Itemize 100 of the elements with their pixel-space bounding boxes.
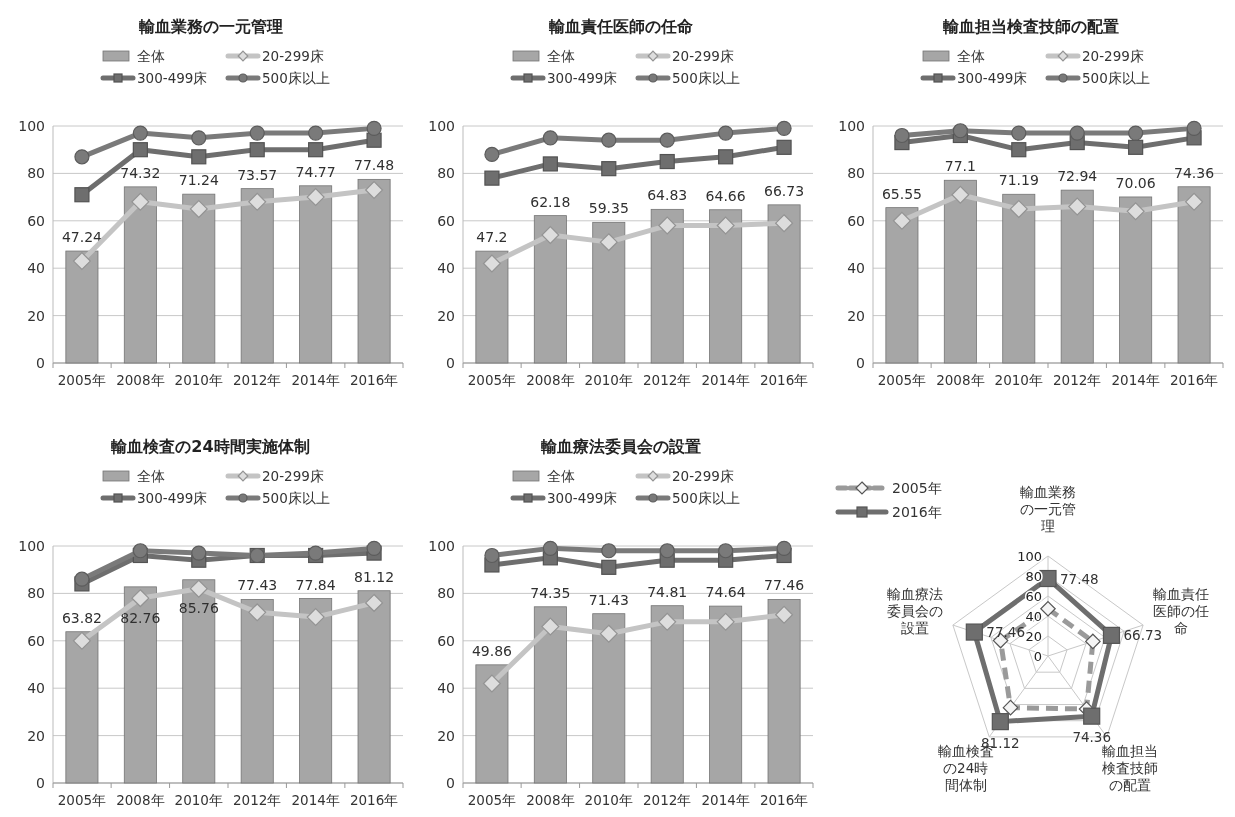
- data-label: 70.06: [1115, 174, 1156, 191]
- point: [366, 120, 382, 136]
- y-tick-label: 100: [18, 538, 45, 554]
- y-tick-label: 20: [437, 727, 455, 744]
- y-tick-label: 40: [437, 260, 455, 277]
- y-tick-label: 100: [838, 118, 865, 134]
- y-tick-label: 20: [847, 307, 865, 324]
- y-tick-label: 100: [428, 118, 455, 134]
- point: [74, 149, 90, 165]
- point: [659, 543, 675, 559]
- x-tick-label: 2014年: [1111, 372, 1160, 388]
- chart-title: 輸血検査の24時間実施体制: [110, 437, 310, 456]
- point: [365, 593, 384, 612]
- x-tick-label: 2010年: [994, 372, 1043, 388]
- x-tick-label: 2016年: [349, 372, 399, 388]
- point: [659, 132, 675, 148]
- bar: [943, 179, 977, 364]
- point: [308, 125, 324, 141]
- point: [601, 161, 617, 177]
- point: [659, 153, 675, 170]
- point: [951, 185, 970, 204]
- bar: [709, 209, 743, 364]
- chart-title: 輸血療法委員会の設置: [539, 437, 701, 456]
- point: [718, 543, 734, 559]
- y-tick-label: 40: [1025, 609, 1042, 624]
- bar: [357, 590, 391, 784]
- point: [1069, 125, 1085, 141]
- point: [892, 211, 911, 230]
- bar: [240, 599, 274, 784]
- point: [601, 543, 617, 559]
- point: [541, 617, 560, 636]
- data-label: 71.43: [588, 591, 629, 608]
- bar: [650, 605, 684, 784]
- y-tick-label: 0: [446, 775, 455, 791]
- legend-label: 20-299床: [1082, 48, 1144, 64]
- point: [776, 139, 792, 155]
- y-tick-label: 0: [36, 775, 45, 791]
- bar: [475, 664, 509, 784]
- point: [718, 125, 734, 141]
- point: [542, 130, 558, 146]
- x-tick-label: 2012年: [233, 792, 282, 808]
- data-label: 64.66: [705, 187, 746, 204]
- point: [776, 540, 792, 556]
- data-label: 64.83: [647, 187, 688, 204]
- point: [191, 130, 207, 146]
- bar: [533, 215, 567, 364]
- point: [718, 149, 734, 165]
- point: [248, 603, 267, 622]
- data-label: 71.24: [178, 172, 219, 189]
- legend-label: 全体: [137, 468, 165, 484]
- y-tick-label: 60: [1025, 589, 1042, 604]
- spoke-label: 輸血療法委員会の設置: [886, 586, 943, 637]
- point: [189, 579, 208, 598]
- data-label: 77.1: [944, 158, 976, 175]
- x-tick-label: 2014年: [291, 792, 340, 808]
- point: [484, 547, 500, 564]
- x-tick-label: 2005年: [57, 372, 107, 388]
- y-tick-label: 20: [437, 307, 455, 324]
- point: [189, 199, 208, 218]
- bar: [533, 606, 567, 784]
- legend-label: 300-499床: [137, 490, 208, 506]
- legend-label: 500床以上: [672, 490, 740, 506]
- point: [775, 605, 794, 624]
- point: [1126, 202, 1145, 221]
- x-tick-label: 2016年: [349, 792, 399, 808]
- point: [306, 188, 325, 207]
- bar: [1119, 196, 1153, 364]
- y-tick-label: 0: [856, 355, 865, 371]
- point: [599, 624, 618, 643]
- data-label: 47.2: [476, 229, 508, 246]
- legend-label: 2005年: [892, 480, 942, 496]
- chart-title: 輸血担当検査技師の配置: [941, 17, 1119, 36]
- point: [1186, 120, 1202, 136]
- point: [482, 254, 501, 273]
- spoke-label: 輸血業務の一元管理: [1020, 484, 1076, 534]
- point: [132, 543, 148, 559]
- point: [1009, 199, 1028, 218]
- point: [658, 216, 677, 235]
- data-label: 74.81: [647, 583, 688, 600]
- point: [1068, 197, 1087, 216]
- point: [191, 149, 207, 165]
- bar: [592, 613, 626, 784]
- y-tick-label: 100: [1017, 549, 1042, 564]
- y-tick-label: 80: [27, 585, 45, 602]
- point: [74, 571, 90, 587]
- x-tick-label: 2014年: [291, 372, 340, 388]
- y-tick-label: 60: [27, 212, 45, 229]
- y-tick-label: 20: [1025, 629, 1042, 644]
- legend-label: 全体: [547, 468, 575, 484]
- x-tick-label: 2010年: [584, 792, 633, 808]
- bar: [240, 188, 274, 364]
- point: [776, 120, 792, 136]
- legend-label: 20-299床: [262, 468, 324, 484]
- point: [894, 127, 910, 144]
- x-tick-label: 2005年: [877, 372, 927, 388]
- bar: [767, 599, 801, 784]
- bar: [182, 193, 216, 364]
- point: [542, 156, 558, 172]
- point: [952, 123, 968, 139]
- point: [132, 142, 148, 158]
